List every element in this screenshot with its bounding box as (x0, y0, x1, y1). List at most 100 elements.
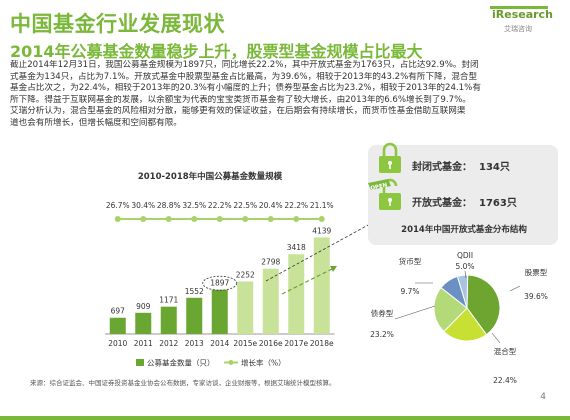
x-tick-label: 2013 (185, 339, 204, 348)
page-subtitle: 2014年公募基金数量稳步上升，股票型基金规模占比最大 (10, 42, 423, 61)
x-tick-label: 2014 (210, 339, 229, 348)
paragraph-line: 道也会有所增长，但增长幅度和空间都有限。 (10, 117, 182, 128)
pie-leader (491, 332, 501, 344)
highlight-ellipse (202, 275, 238, 291)
growth-rate-point (267, 216, 274, 222)
open-fund-label: 开放式基金： (412, 196, 472, 209)
pie-label-name: 债券型 (371, 308, 394, 318)
x-tick-label: 2011 (134, 339, 153, 348)
bar-value-label: 697 (111, 307, 126, 316)
bar-chart: 697 2010 26.7% 909 2011 30.4% 1171 2012 28.8% 155… (105, 201, 337, 348)
growth-rate-point (165, 216, 172, 222)
bar (237, 281, 254, 334)
growth-rate-point (216, 216, 223, 222)
bar-value-label: 3418 (287, 243, 306, 252)
bar (288, 254, 305, 334)
paragraph-line: 截止2014年12月31日，我国公募基金规模为1897只，同比增长22.2%，其… (10, 60, 479, 70)
lock-open-icon (368, 178, 401, 210)
rate-label: 21.1% (310, 201, 334, 210)
bar-value-label: 2252 (236, 270, 255, 279)
pie-label-value: 9.7% (400, 287, 419, 296)
pie-slice (443, 307, 488, 342)
bar-value-label: 909 (136, 302, 151, 311)
rate-label: 30.4% (131, 201, 155, 210)
closed-fund-value: 134只 (479, 161, 510, 173)
x-tick-label: 2016e (259, 339, 283, 348)
growth-rate-point (293, 216, 300, 222)
paragraph-line: 基金占比次之，为22.4%，相较于2013年的20.3%有小幅度的上升；债券型基… (10, 83, 481, 94)
analysis-paragraph: 截止2014年12月31日，我国公募基金规模为1897只，同比增长22.2%，其… (10, 60, 560, 130)
bar (160, 306, 177, 334)
page-title: 中国基金行业发展现状 (10, 12, 225, 36)
rate-label: 26.7% (106, 201, 130, 210)
legend-bar-swatch (136, 359, 144, 366)
bar (211, 289, 228, 334)
pie-label-value: 39.6% (524, 292, 548, 301)
bar-value-label: 1897 (210, 279, 229, 288)
lock-closed-icon (379, 142, 401, 173)
rate-label: 28.8% (157, 201, 181, 210)
legend-line-label: 增长率（%） (241, 358, 286, 368)
bar-value-label: 1171 (159, 296, 178, 305)
rate-label: 32.5% (182, 201, 206, 210)
x-tick-label: 2012 (159, 339, 178, 348)
growth-rate-point (242, 216, 249, 222)
bar (262, 268, 279, 334)
legend-bar-label: 公募基金数量（只） (147, 358, 215, 368)
logo-name: iResearch (492, 8, 553, 21)
pie-label-name: QDII (457, 251, 473, 260)
pie-label-value: 5.0% (455, 262, 474, 271)
bar (313, 237, 330, 334)
pie-label-name: 货币型 (399, 256, 422, 266)
bar-value-label: 1552 (185, 287, 204, 296)
rate-label: 22.2% (208, 201, 232, 210)
pie-label-value: 22.4% (493, 376, 517, 385)
pie-slice (433, 286, 468, 333)
logo-subtitle: 艾瑞咨询 (504, 25, 532, 33)
x-tick-label: 2017e (284, 339, 308, 348)
pie-slice (456, 274, 469, 309)
pie-labels: QDII 5.0% 货币型 9.7% 债券型 23.2% 股票型 39.6% 混… (370, 251, 548, 385)
open-tag (368, 179, 391, 190)
growth-rate-point (191, 216, 198, 222)
paragraph-line: 艾瑞分析认为，混合型基金的风险相对分散，能够更有效的保证收益，在后期会有持续增长… (10, 106, 466, 117)
rate-label: 20.4% (259, 201, 283, 210)
x-tick-label: 2015e (233, 339, 257, 348)
pie-leader (464, 270, 467, 279)
bottom-accent-bar (0, 416, 570, 420)
logo: iResearch 艾瑞咨询 (490, 4, 553, 40)
logo-mark (490, 6, 548, 9)
pie-leader (394, 305, 436, 320)
trend-arrow-head (330, 266, 337, 272)
growth-rate-point (318, 216, 325, 222)
x-tick-label: 2010 (108, 339, 127, 348)
legend-line-marker (228, 360, 234, 365)
summary-panel (368, 145, 558, 245)
pie-label-name: 混合型 (494, 346, 517, 356)
page-number: 4 (540, 392, 546, 402)
growth-rate-point (140, 216, 147, 222)
open-fund-value: 1763只 (479, 197, 517, 209)
growth-rate-point (114, 216, 121, 222)
trend-arrow (281, 267, 335, 295)
bar (186, 297, 203, 334)
pie-chart-title: 2014年中国开放式基金分布结构 (401, 224, 527, 235)
pie-label-value: 23.2% (370, 330, 394, 339)
paragraph-line: 式基金为134只，占比为7.1%。开放式基金中股票型基金占比最高，为39.6%，… (10, 71, 478, 82)
rate-label: 22.5% (233, 201, 257, 210)
source-note: 来源：综合证监会、中国证券投资基金业协会公布数据，专家访谈，企业财报等，根据艾瑞… (30, 379, 336, 387)
bar (109, 317, 126, 334)
open-tag-label: OPEN (370, 182, 388, 191)
pie-leader (509, 285, 521, 292)
pie-label-name: 股票型 (525, 268, 548, 277)
bar-value-label: 4139 (312, 226, 331, 235)
closed-fund-label: 封闭式基金： (412, 160, 472, 173)
x-tick-label: 2018e (310, 339, 334, 348)
pie-chart (433, 274, 501, 342)
bar-chart-title: 2010-2018年中国公募基金数量规模 (138, 171, 283, 182)
bar-value-label: 2798 (261, 258, 280, 267)
pie-slice (466, 274, 501, 336)
paragraph-line: 所下降。得益于互联网基金的发展，以余额宝为代表的宝宝类货币基金有了较大增长，由2… (10, 94, 471, 105)
